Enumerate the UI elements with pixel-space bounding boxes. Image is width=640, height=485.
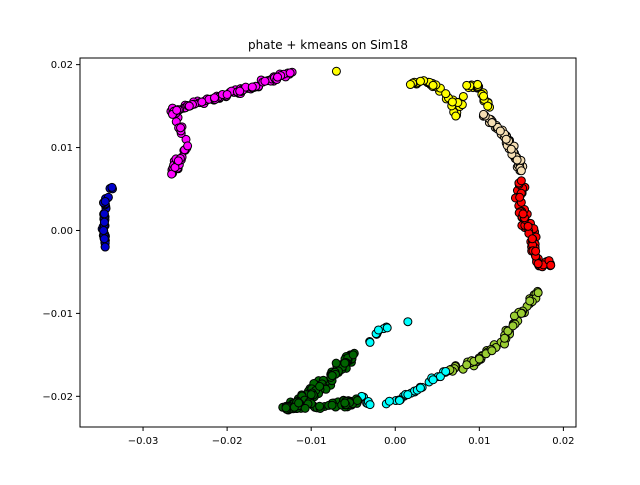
data-point bbox=[315, 381, 325, 391]
data-point bbox=[352, 395, 362, 405]
data-point bbox=[365, 337, 375, 347]
data-point bbox=[473, 80, 483, 90]
data-point bbox=[500, 333, 510, 343]
data-point bbox=[403, 390, 413, 400]
data-point bbox=[384, 396, 394, 406]
data-point bbox=[100, 196, 110, 206]
data-point bbox=[340, 358, 350, 368]
data-point bbox=[487, 346, 497, 356]
data-point bbox=[515, 192, 525, 202]
data-point bbox=[210, 93, 220, 103]
data-point bbox=[441, 366, 451, 376]
x-tick-label: 0.01 bbox=[468, 436, 490, 447]
data-point bbox=[495, 126, 505, 136]
x-tick-label: 0.02 bbox=[552, 436, 574, 447]
x-tick-label: −0.02 bbox=[212, 436, 243, 447]
data-point bbox=[483, 101, 493, 111]
data-point bbox=[415, 76, 425, 86]
data-point bbox=[474, 354, 484, 364]
x-tick-label: −0.03 bbox=[128, 436, 159, 447]
data-point bbox=[100, 242, 110, 252]
y-tick-label: 0.00 bbox=[51, 226, 73, 237]
data-point bbox=[183, 141, 193, 151]
data-point bbox=[428, 80, 438, 90]
data-point bbox=[451, 111, 461, 121]
data-point bbox=[441, 89, 451, 99]
data-point bbox=[99, 225, 109, 235]
data-point bbox=[173, 156, 183, 166]
data-point bbox=[512, 155, 522, 165]
data-point bbox=[348, 350, 358, 360]
data-point bbox=[285, 68, 295, 78]
data-point bbox=[331, 66, 341, 76]
plot-frame bbox=[79, 57, 577, 428]
data-point bbox=[525, 296, 535, 306]
data-point bbox=[523, 221, 533, 231]
data-point bbox=[247, 82, 257, 92]
data-points bbox=[97, 66, 556, 415]
data-point bbox=[176, 123, 186, 133]
y-tick-label: −0.02 bbox=[42, 392, 73, 403]
x-tick-label: −0.01 bbox=[296, 436, 327, 447]
data-point bbox=[260, 76, 270, 86]
data-point bbox=[281, 403, 291, 413]
data-point bbox=[435, 372, 445, 382]
data-point bbox=[222, 89, 232, 99]
data-point bbox=[546, 260, 556, 270]
y-tick-label: 0.02 bbox=[51, 60, 73, 71]
data-point bbox=[447, 97, 457, 107]
data-point bbox=[533, 259, 543, 269]
data-point bbox=[527, 234, 537, 244]
data-point bbox=[506, 144, 516, 154]
y-tick-label: −0.01 bbox=[42, 309, 73, 320]
data-point bbox=[300, 403, 310, 413]
data-point bbox=[428, 375, 438, 385]
data-point bbox=[462, 80, 472, 90]
data-point bbox=[99, 234, 109, 244]
data-point bbox=[518, 209, 528, 219]
data-point bbox=[516, 166, 526, 176]
data-point bbox=[197, 97, 207, 107]
data-point bbox=[99, 217, 109, 227]
data-point bbox=[306, 390, 316, 400]
data-point bbox=[172, 105, 182, 115]
data-point bbox=[327, 371, 337, 381]
data-point bbox=[373, 325, 383, 335]
y-tick-label: 0.01 bbox=[51, 143, 73, 154]
data-point bbox=[331, 358, 341, 368]
data-point bbox=[508, 321, 518, 331]
data-point bbox=[273, 72, 283, 82]
data-point bbox=[487, 118, 497, 128]
data-point bbox=[516, 176, 526, 186]
data-point bbox=[107, 182, 117, 192]
data-point bbox=[365, 400, 375, 410]
data-point bbox=[479, 91, 489, 101]
data-point bbox=[315, 401, 325, 411]
data-point bbox=[340, 398, 350, 408]
data-point bbox=[382, 323, 392, 333]
data-point bbox=[403, 317, 413, 327]
x-tick-label: 0.00 bbox=[384, 436, 406, 447]
data-point bbox=[405, 80, 415, 90]
data-point bbox=[235, 86, 245, 96]
data-point bbox=[501, 134, 511, 144]
data-point bbox=[479, 109, 489, 119]
data-point bbox=[462, 360, 472, 370]
data-point bbox=[533, 288, 543, 298]
data-point bbox=[415, 383, 425, 393]
data-point bbox=[394, 395, 404, 405]
data-point bbox=[294, 398, 304, 408]
data-point bbox=[99, 209, 109, 219]
data-point bbox=[327, 400, 337, 410]
data-point bbox=[516, 308, 526, 318]
data-point bbox=[184, 101, 194, 111]
chart-title: phate + kmeans on Sim18 bbox=[248, 38, 408, 52]
data-point bbox=[531, 246, 541, 256]
axes: −0.03 −0.02 −0.01 0.00 0.01 0.02 −0.02 −0.01 0.0… bbox=[42, 57, 577, 447]
